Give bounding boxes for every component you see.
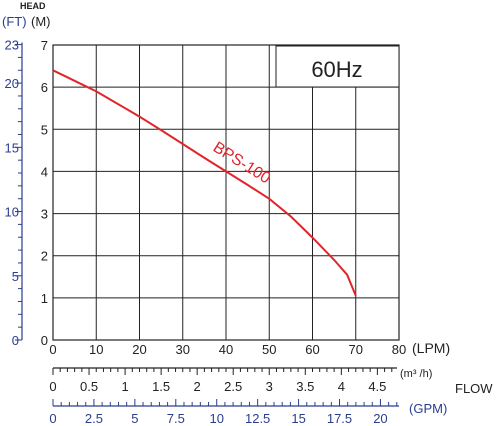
lpm-unit-label: (LPM) <box>412 340 450 356</box>
gpm-tick-label: 7.5 <box>167 411 185 426</box>
m3h-tick-label: 1 <box>121 379 128 394</box>
m3h-tick-label: 0 <box>49 379 56 394</box>
frequency-box: 60Hz <box>275 45 400 88</box>
m3h-tick-label: 3.5 <box>296 379 314 394</box>
gpm-tick-label: 0 <box>49 411 56 426</box>
m3h-tick-label: 0.5 <box>80 379 98 394</box>
gpm-tick-label: 15 <box>291 411 305 426</box>
gpm-tick-label: 2.5 <box>85 411 103 426</box>
m3h-tick-label: 2.5 <box>224 379 242 394</box>
y-tick-label-m: 7 <box>41 38 48 53</box>
plot-frame <box>52 44 400 341</box>
ft-tick-label: 23 <box>5 38 19 53</box>
y-tick-label-m: 6 <box>41 80 48 95</box>
y-axis-ft: 0 5 10 15 20 23 <box>5 38 23 348</box>
gpm-tick-label: 12.5 <box>245 411 270 426</box>
x-tick-label-lpm: 10 <box>89 342 103 357</box>
y-tick-label-m: 4 <box>41 164 48 179</box>
m3h-tick-label: 1.5 <box>152 379 170 394</box>
x-axis-gpm: 0 2.5 5 7.5 10 12.5 15 17.5 20 <box>49 399 399 426</box>
ft-tick-label: 5 <box>12 269 19 284</box>
gpm-tick-label: 5 <box>131 411 138 426</box>
x-tick-label-lpm: 60 <box>305 342 319 357</box>
ft-unit-label: (FT) <box>2 14 27 29</box>
gpm-tick-label: 20 <box>373 411 387 426</box>
x-tick-label-lpm: 70 <box>349 342 363 357</box>
m-unit-label: (M) <box>31 14 51 29</box>
m3h-tick-label: 4.5 <box>368 379 386 394</box>
y-tick-label-m: 2 <box>41 249 48 264</box>
gpm-tick-label: 17.5 <box>327 411 352 426</box>
y-tick-label-m: 1 <box>41 291 48 306</box>
y-tick-label-m: 5 <box>41 122 48 137</box>
y-axis-m-ticks: 0 1 2 3 4 5 6 7 <box>41 38 48 348</box>
frequency-label: 60Hz <box>311 57 362 82</box>
gpm-tick-label: 10 <box>209 411 223 426</box>
ft-tick-label: 20 <box>5 76 19 91</box>
x-tick-label-lpm: 20 <box>132 342 146 357</box>
x-tick-label-lpm: 0 <box>49 342 56 357</box>
x-axis-m3h: 0 0.5 1 1.5 2 2.5 3 3.5 4 4.5 <box>49 367 397 394</box>
y-tick-label-m: 3 <box>41 207 48 222</box>
ft-tick-label: 0 <box>12 333 19 348</box>
ft-tick-label: 10 <box>5 205 19 220</box>
m3h-tick-label: 4 <box>338 379 345 394</box>
gpm-unit-label: (GPM) <box>409 401 447 416</box>
head-label: HEAD <box>20 1 46 11</box>
m3h-tick-label: 2 <box>194 379 201 394</box>
x-axis-lpm-ticks: 0 10 20 30 40 50 60 70 80 <box>49 342 406 357</box>
flow-label: FLOW <box>455 381 493 396</box>
ft-tick-label: 15 <box>5 140 19 155</box>
m3h-unit-label: (m³ /h) <box>400 368 432 380</box>
x-tick-label-lpm: 30 <box>176 342 190 357</box>
x-tick-label-lpm: 40 <box>219 342 233 357</box>
x-tick-label-lpm: 80 <box>392 342 406 357</box>
series-line-bps-100 <box>52 69 357 297</box>
y-tick-label-m: 0 <box>41 333 48 348</box>
x-tick-label-lpm: 50 <box>262 342 276 357</box>
m3h-tick-label: 3 <box>266 379 273 394</box>
plot-grid <box>53 45 399 340</box>
